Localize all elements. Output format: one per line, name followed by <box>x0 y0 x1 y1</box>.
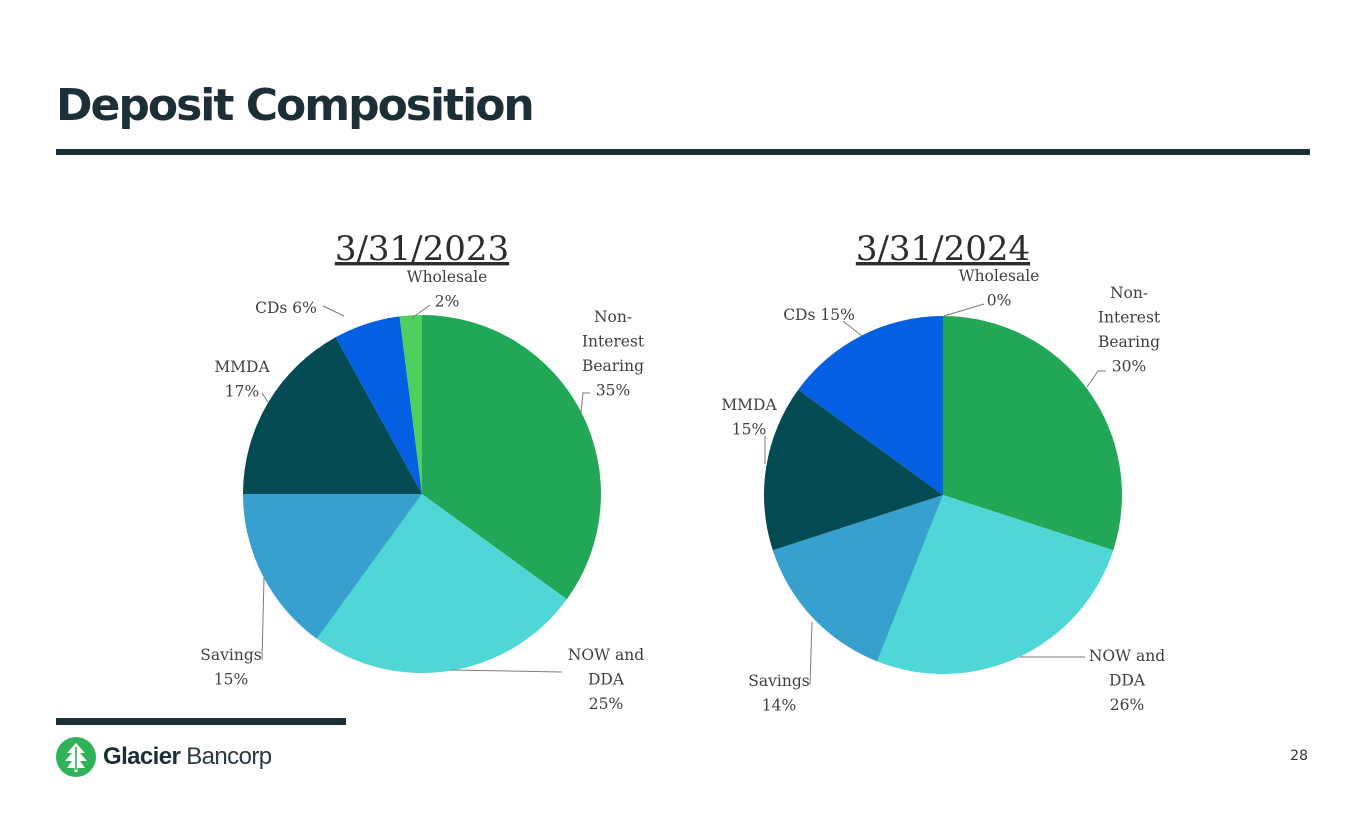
pie-chart-2023: 3/31/2023 Non-Interest Bearing 35% NOW and DD… <box>200 229 645 713</box>
data-label-now-and-dda: NOW and DDA 26% <box>1089 647 1165 714</box>
leader-line-non-interest-bearing <box>581 393 590 412</box>
data-label-cds: CDs 15% <box>783 306 855 324</box>
chart-title: 3/31/2023 <box>335 229 509 269</box>
footer-divider <box>56 718 346 725</box>
leader-line-cds <box>323 306 344 316</box>
logo-brand-bold: Glacier <box>103 743 180 770</box>
data-label-wholesale: Wholesale 0% <box>959 267 1040 310</box>
leader-line-wholesale <box>944 304 984 316</box>
leader-line-savings <box>262 578 264 660</box>
company-logo: Glacier Bancorp <box>56 736 271 778</box>
data-label-wholesale: Wholesale 2% <box>407 268 488 311</box>
data-label-non-interest-bearing: Non-Interest Bearing 30% <box>1098 284 1161 376</box>
leader-line-non-interest-bearing <box>1087 371 1106 387</box>
data-label-mmda: MMDA 17% <box>214 358 270 401</box>
logo-brand-light: Bancorp <box>186 743 271 770</box>
leader-line-now-and-dda <box>450 670 562 672</box>
data-label-cds: CDs 6% <box>255 299 317 317</box>
page-number: 28 <box>1290 748 1308 764</box>
data-label-mmda: MMDA 15% <box>721 396 777 439</box>
pie-chart-2024: 3/31/2024 Non-Interest Bearing 30% NOW and DD… <box>721 229 1165 715</box>
data-label-savings: Savings 15% <box>200 646 261 689</box>
leader-line-savings <box>810 622 812 685</box>
pie-charts: 3/31/2023 Non-Interest Bearing 35% NOW and DD… <box>0 0 1365 829</box>
data-label-non-interest-bearing: Non-Interest Bearing 35% <box>582 308 645 400</box>
data-label-now-and-dda: NOW and DDA 25% <box>568 646 644 713</box>
logo-wordmark: Glacier Bancorp <box>103 743 271 771</box>
chart-title: 3/31/2024 <box>856 229 1030 269</box>
leader-line-mmda <box>262 393 268 402</box>
glacier-tree-icon <box>56 737 96 777</box>
data-label-savings: Savings 14% <box>748 672 809 715</box>
